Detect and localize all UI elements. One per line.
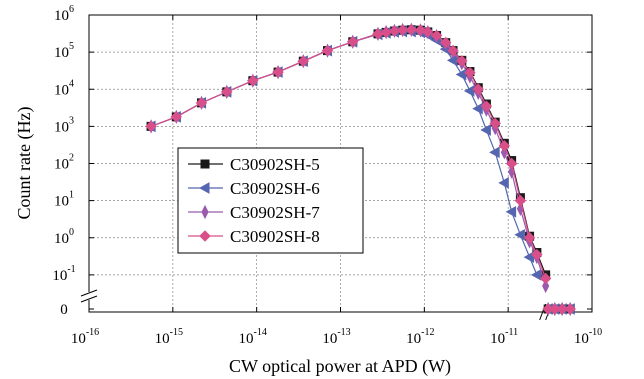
y-tick-label: 105 xyxy=(54,41,74,61)
data-point xyxy=(447,44,459,57)
data-point xyxy=(530,269,542,281)
data-point xyxy=(347,36,359,48)
data-point xyxy=(480,100,493,112)
legend-label: C30902SH-8 xyxy=(230,227,320,246)
data-point xyxy=(145,120,157,133)
y-axis-break-gap xyxy=(85,292,93,300)
x-tick-label: 10-10 xyxy=(574,327,602,347)
legend-label: C30902SH-7 xyxy=(230,203,320,222)
data-point xyxy=(195,97,208,109)
y-tick-label: 106 xyxy=(54,4,74,24)
x-tick-label: 10-13 xyxy=(322,327,350,347)
data-point xyxy=(321,44,334,57)
data-point xyxy=(505,205,517,218)
data-point xyxy=(472,83,484,95)
data-point xyxy=(498,140,511,152)
y-tick-label: 102 xyxy=(54,153,74,173)
legend-item: C30902SH-6 xyxy=(188,179,320,198)
data-point xyxy=(422,26,434,38)
x-axis-title: CW optical power at APD (W) xyxy=(229,356,451,377)
legend: C30902SH-5 C30902SH-6 C30902SH-7 C30902SH-8 xyxy=(177,147,364,254)
y-tick-label: 100 xyxy=(54,227,74,247)
data-point xyxy=(564,303,576,315)
legend-marker xyxy=(198,182,210,194)
data-point xyxy=(523,232,536,244)
legend-label: C30902SH-5 xyxy=(230,155,320,174)
y-tick-label: 104 xyxy=(54,78,74,98)
y-tick-label: 0 xyxy=(60,302,68,318)
data-point xyxy=(472,102,483,115)
data-point xyxy=(542,278,550,294)
y-tick-label: 10-1 xyxy=(52,264,75,284)
data-point xyxy=(489,146,500,159)
data-point xyxy=(498,177,509,189)
data-point xyxy=(247,74,259,87)
legend-item: C30902SH-8 xyxy=(188,227,320,246)
data-point xyxy=(430,29,443,42)
data-point xyxy=(297,55,310,67)
legend-marker xyxy=(199,230,211,242)
data-point xyxy=(221,86,233,98)
x-tick-label: 10-11 xyxy=(490,327,518,347)
data-point xyxy=(170,111,183,123)
data-point xyxy=(272,66,284,78)
data-point xyxy=(480,124,491,136)
x-tick-label: 10-15 xyxy=(155,327,183,347)
data-point xyxy=(456,55,468,67)
data-point xyxy=(463,85,475,97)
data-point xyxy=(455,68,467,81)
legend-marker xyxy=(200,159,210,169)
data-point xyxy=(489,117,501,130)
y-axis-break-mark xyxy=(80,289,98,297)
data-point xyxy=(414,24,427,36)
data-point xyxy=(514,228,525,241)
data-point xyxy=(396,24,409,36)
y-tick-label: 103 xyxy=(54,115,74,135)
data-point xyxy=(440,36,452,49)
data-point xyxy=(556,303,568,315)
data-point xyxy=(505,157,518,170)
data-point xyxy=(464,66,476,79)
series-c30902sh-8 xyxy=(145,24,576,315)
data-point xyxy=(539,272,552,285)
legend-label: C30902SH-6 xyxy=(230,179,320,198)
data-point xyxy=(514,194,527,207)
axis-ticks: 10-16 10-15 10-14 10-13 10-12 10-11 10-10 0 10-1… xyxy=(52,4,602,347)
y-axis-title: Count rate (Hz) xyxy=(14,107,35,220)
data-point xyxy=(405,24,418,36)
x-tick-label: 10-12 xyxy=(406,327,434,347)
y-axis-break-mark xyxy=(80,295,98,303)
data-series xyxy=(145,22,576,317)
legend-marker xyxy=(201,204,209,220)
legend-item: C30902SH-5 xyxy=(188,155,320,174)
y-tick-label: 101 xyxy=(54,190,74,210)
x-tick-label: 10-14 xyxy=(238,327,266,347)
axis-break-marks xyxy=(80,289,553,321)
data-point xyxy=(531,248,543,261)
x-tick-label: 10-16 xyxy=(71,327,99,347)
legend-item: C30902SH-7 xyxy=(188,203,320,222)
